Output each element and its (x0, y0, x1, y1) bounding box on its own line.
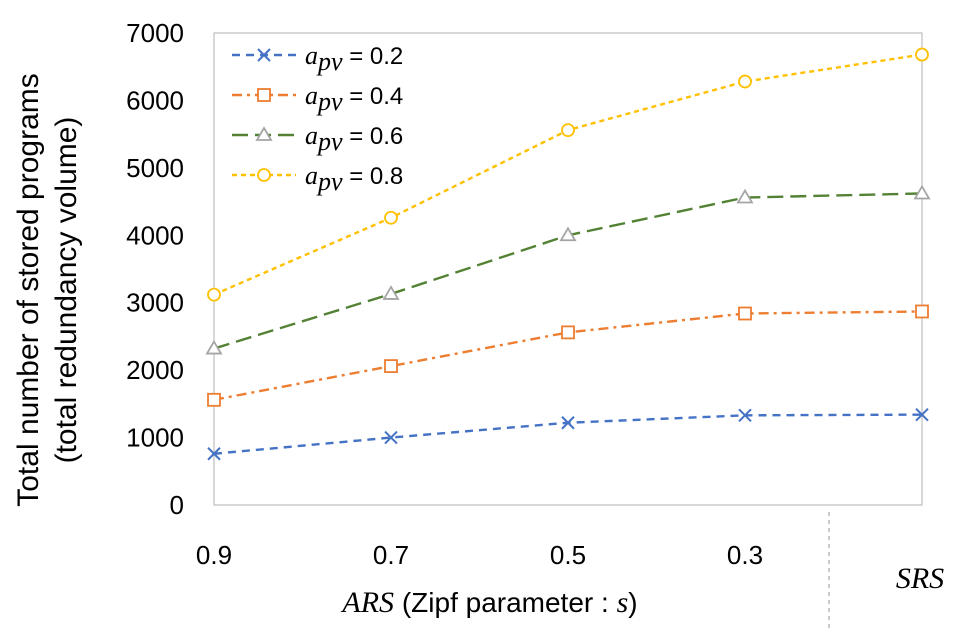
data-point-0.6 (736, 188, 754, 204)
data-point-0.6 (205, 339, 223, 355)
data-point-0.4 (384, 359, 398, 373)
legend-marker (257, 168, 271, 182)
legend-label: apv = 0.6 (305, 121, 403, 156)
y-axis-label-line2: (total redundancy volume) (50, 117, 83, 464)
y-tick-label: 4000 (126, 220, 184, 250)
data-point-0.2 (561, 416, 575, 430)
series-line-0.4 (213, 310, 923, 401)
data-point-0.6 (382, 285, 400, 300)
x-tick-labels: 0.9 0.7 0.5 0.3 SRS (196, 540, 944, 595)
x-tick-label-srs: SRS (896, 562, 944, 595)
x-tick-label: 0.7 (373, 540, 409, 570)
x-axis-label: ARS (Zipf parameter : s) (340, 586, 637, 619)
legend-label: apv = 0.8 (305, 161, 403, 196)
y-tick-label: 6000 (126, 85, 184, 115)
x-tick-label: 0.3 (727, 540, 763, 570)
series-line-0.2 (213, 413, 923, 455)
x-tick-label: 0.5 (550, 540, 586, 570)
x-tick-label: 0.9 (196, 540, 232, 570)
data-point-0.8 (207, 287, 221, 302)
legend-label: apv = 0.4 (305, 81, 403, 116)
legend: apv = 0.2 apv = 0.4 apv = 0.6 apv = 0.8 (232, 41, 403, 196)
data-point-0.8 (738, 74, 752, 89)
plot-area (213, 32, 923, 506)
data-point-0.4 (738, 306, 752, 321)
data-point-0.6 (559, 226, 577, 242)
data-point-0.2 (384, 430, 398, 445)
legend-marker (257, 88, 271, 102)
y-axis-label-line1: Total number of stored programs (12, 73, 45, 507)
data-point-0.8 (561, 123, 575, 137)
legend-marker (257, 48, 271, 62)
data-point-0.2 (207, 447, 221, 461)
y-tick-label: 2000 (126, 355, 184, 385)
y-tick-label: 0 (170, 490, 184, 520)
y-tick-label: 3000 (126, 288, 184, 318)
series-group (205, 47, 931, 461)
data-point-0.2 (915, 407, 929, 422)
data-point-0.8 (384, 210, 398, 225)
y-tick-label: 5000 (126, 153, 184, 183)
y-tick-labels: 0 1000 2000 3000 4000 5000 6000 7000 (126, 18, 184, 520)
series-line-0.6 (213, 192, 923, 350)
data-point-0.8 (915, 47, 929, 62)
data-point-0.4 (207, 392, 221, 407)
y-tick-label: 1000 (126, 423, 184, 453)
data-point-0.4 (915, 304, 929, 319)
legend-label: apv = 0.2 (305, 41, 403, 76)
y-tick-label: 7000 (126, 18, 184, 48)
legend-marker (255, 126, 273, 141)
data-point-0.4 (561, 325, 575, 340)
y-axis-label: Total number of stored programs (total r… (12, 73, 83, 507)
data-point-0.2 (738, 408, 752, 423)
data-point-0.6 (913, 184, 931, 200)
